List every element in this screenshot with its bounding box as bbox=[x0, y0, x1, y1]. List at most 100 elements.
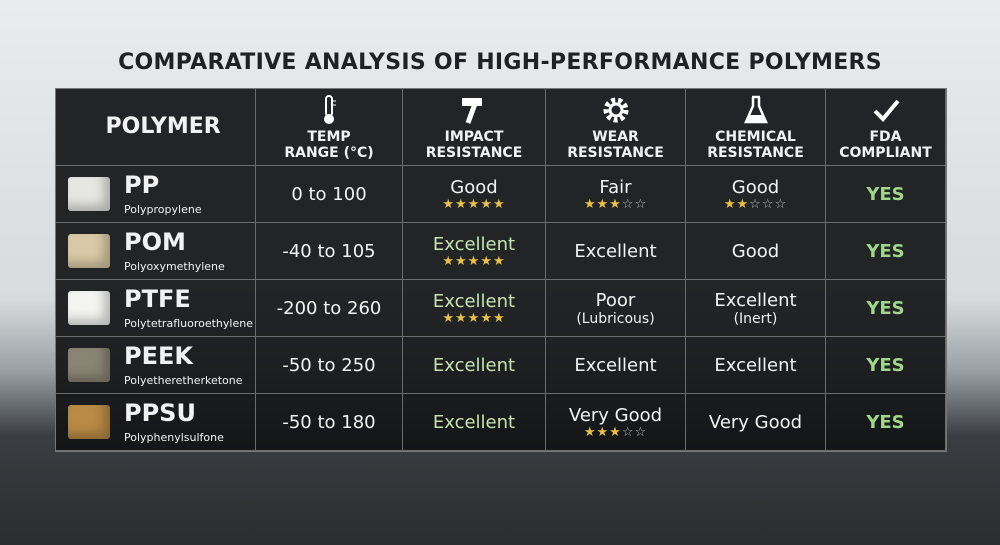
polymer-name: PEEK bbox=[124, 341, 193, 370]
polymer-full-name: Polyphenylsulfone bbox=[124, 430, 224, 444]
cell-text: Excellent bbox=[432, 290, 516, 312]
polymer-full-name: Polyetheretherketone bbox=[124, 373, 243, 387]
cell-text: Poor bbox=[595, 289, 636, 311]
polymer-cell: POM Polyoxymethylene bbox=[56, 223, 256, 280]
header-icon bbox=[871, 95, 901, 129]
cell: Excellent bbox=[546, 337, 686, 394]
cell-text: Excellent bbox=[714, 354, 797, 376]
cell-text: YES bbox=[866, 297, 905, 319]
polymer-cell: PEEK Polyetheretherketone bbox=[56, 337, 256, 394]
header-icon bbox=[321, 95, 337, 129]
cell: -40 to 105 bbox=[256, 223, 403, 280]
material-swatch bbox=[68, 291, 110, 325]
header-icon bbox=[601, 95, 631, 129]
cell: Fair ★★★☆☆ bbox=[546, 166, 686, 223]
cell: Excellent bbox=[403, 394, 546, 451]
title: COMPARATIVE ANALYSIS OF HIGH-PERFORMANCE… bbox=[118, 50, 882, 75]
star-rating: ★★★★★ bbox=[442, 253, 506, 269]
cell-text: Good bbox=[731, 240, 780, 262]
header-text: CHEMICAL RESISTANCE bbox=[707, 129, 804, 161]
polymer-full-name: Polytetrafluoroethylene bbox=[124, 316, 253, 330]
header-text: FDA COMPLIANT bbox=[839, 129, 932, 161]
cell: -200 to 260 bbox=[256, 280, 403, 337]
polymer-name: PP bbox=[124, 170, 160, 199]
star-rating: ★★★★★ bbox=[442, 310, 506, 326]
cell-text: YES bbox=[866, 183, 905, 205]
cell: YES bbox=[826, 280, 946, 337]
material-swatch bbox=[68, 234, 110, 268]
stars-empty: ☆☆☆ bbox=[749, 196, 788, 212]
cell-note: (Inert) bbox=[733, 310, 778, 327]
cell: YES bbox=[826, 223, 946, 280]
cell: -50 to 250 bbox=[256, 337, 403, 394]
material-swatch bbox=[68, 177, 110, 211]
cell-text: YES bbox=[866, 240, 905, 262]
cell: -50 to 180 bbox=[256, 394, 403, 451]
header-cell: IMPACT RESISTANCE bbox=[403, 89, 546, 166]
header-cell: CHEMICAL RESISTANCE bbox=[686, 89, 826, 166]
cell-text: YES bbox=[866, 354, 905, 376]
polymer-full-name: Polypropylene bbox=[124, 202, 202, 216]
cell-text: -50 to 180 bbox=[282, 411, 376, 433]
cell-text: Excellent bbox=[574, 354, 657, 376]
stars-filled: ★★★★★ bbox=[442, 253, 506, 269]
cell-text: Good bbox=[731, 176, 780, 198]
cell: 0 to 100 bbox=[256, 166, 403, 223]
polymer-cell: PP Polypropylene bbox=[56, 166, 256, 223]
header-text: WEAR RESISTANCE bbox=[567, 129, 664, 161]
polymer-name: POM bbox=[124, 227, 186, 256]
cell: Good ★★☆☆☆ bbox=[686, 166, 826, 223]
cell: YES bbox=[826, 166, 946, 223]
header-cell: FDA COMPLIANT bbox=[826, 89, 946, 166]
cell: YES bbox=[826, 394, 946, 451]
polymer-names: PEEK Polyetheretherketone bbox=[124, 343, 243, 388]
header-cell: WEAR RESISTANCE bbox=[546, 89, 686, 166]
polymer-names: PTFE Polytetrafluoroethylene bbox=[124, 286, 253, 331]
cell-text: Good bbox=[450, 176, 498, 198]
cell-note: (Lubricous) bbox=[576, 310, 655, 327]
stars-filled: ★★★★★ bbox=[442, 196, 506, 212]
cell: Good ★★★★★ bbox=[403, 166, 546, 223]
stars-empty: ☆☆ bbox=[621, 424, 648, 440]
material-swatch bbox=[68, 405, 110, 439]
star-rating: ★★★☆☆ bbox=[583, 196, 648, 212]
cell: YES bbox=[826, 337, 946, 394]
star-rating: ★★☆☆☆ bbox=[723, 196, 788, 212]
header-cell: POLYMER bbox=[56, 89, 256, 166]
cell: Poor (Lubricous) bbox=[546, 280, 686, 337]
stars-empty: ☆☆ bbox=[621, 196, 648, 212]
cell-text: -50 to 250 bbox=[282, 354, 376, 376]
table: POLYMER TEMP RANGE (°C) IMPACT RESISTANCE W… bbox=[55, 88, 947, 452]
polymer-names: PP Polypropylene bbox=[124, 172, 202, 217]
cell: Good bbox=[686, 223, 826, 280]
cell-text: Fair bbox=[599, 176, 632, 198]
cell-text: Excellent bbox=[432, 354, 516, 376]
cell-text: YES bbox=[866, 411, 905, 433]
cell: Excellent (Inert) bbox=[686, 280, 826, 337]
cell-text: Very Good bbox=[568, 404, 663, 426]
cell-text: Excellent bbox=[574, 240, 657, 262]
stars-filled: ★★ bbox=[723, 196, 750, 212]
header-icon bbox=[743, 95, 769, 129]
polymer-cell: PTFE Polytetrafluoroethylene bbox=[56, 280, 256, 337]
polymer-cell: PPSU Polyphenylsulfone bbox=[56, 394, 256, 451]
stars-filled: ★★★ bbox=[583, 196, 622, 212]
cell-text: 0 to 100 bbox=[291, 183, 367, 205]
stars-filled: ★★★★★ bbox=[442, 310, 506, 326]
cell-text: Excellent bbox=[432, 411, 516, 433]
cell: Very Good bbox=[686, 394, 826, 451]
cell: Excellent bbox=[403, 337, 546, 394]
polymer-name: PTFE bbox=[124, 284, 191, 313]
stars-filled: ★★★ bbox=[583, 424, 622, 440]
cell: Very Good ★★★☆☆ bbox=[546, 394, 686, 451]
cell-text: Excellent bbox=[432, 233, 516, 255]
star-rating: ★★★★★ bbox=[442, 196, 506, 212]
header-text: TEMP RANGE (°C) bbox=[284, 129, 374, 161]
header-icon bbox=[458, 95, 490, 129]
cell-text: Excellent bbox=[714, 289, 797, 311]
cell-text: Very Good bbox=[708, 411, 803, 433]
cell: Excellent bbox=[546, 223, 686, 280]
material-swatch bbox=[68, 348, 110, 382]
header-text: POLYMER bbox=[105, 114, 221, 139]
